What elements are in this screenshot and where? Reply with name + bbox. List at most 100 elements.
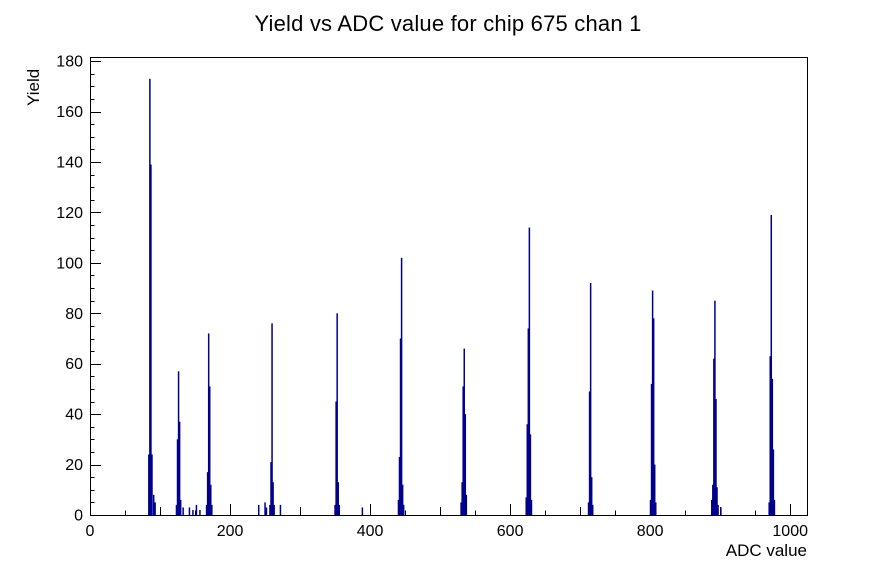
histogram-bar	[207, 333, 210, 515]
histogram-bar	[460, 502, 462, 515]
histogram-bar	[206, 472, 209, 515]
histogram-bar	[269, 504, 271, 515]
histogram-bar	[272, 482, 274, 515]
histogram-bar	[176, 439, 179, 515]
histogram-bar	[205, 504, 208, 515]
histogram-bar	[337, 482, 339, 515]
histogram-bar	[655, 502, 657, 515]
histogram-bar	[151, 454, 153, 515]
histogram-bar	[717, 504, 719, 515]
histogram-bar	[529, 434, 532, 515]
histogram-noise-bar	[279, 504, 282, 515]
histogram-bar	[530, 499, 533, 515]
histogram-bar	[649, 499, 652, 515]
histogram-bar	[177, 371, 180, 515]
histogram-bar	[526, 424, 529, 515]
histogram-bar	[525, 497, 527, 515]
histogram-bar	[398, 457, 401, 515]
histogram-noise-bar	[188, 507, 191, 515]
histogram-noise-bar	[199, 509, 201, 515]
histogram-bar	[771, 378, 774, 515]
histogram-noise-bar	[182, 507, 184, 515]
histogram-noise-bar	[720, 507, 722, 515]
histogram-bar	[650, 383, 653, 515]
plot-frame	[90, 57, 808, 516]
histogram-bar	[334, 504, 336, 515]
y-tick-label: 140	[56, 155, 83, 172]
y-tick-label: 160	[56, 104, 83, 121]
histogram-bar	[590, 477, 593, 515]
histogram-bar	[462, 386, 464, 515]
x-tick-label: 1000	[772, 523, 808, 540]
x-tick-label: 200	[217, 523, 244, 540]
histogram-bar	[335, 401, 337, 515]
chart-title: Yield vs ADC value for chip 675 chan 1	[254, 11, 642, 36]
histogram-bar	[210, 484, 212, 515]
histogram-bar	[336, 313, 338, 515]
histogram-bar	[715, 399, 717, 515]
histogram-noise-bar	[361, 507, 364, 515]
y-tick-label: 80	[65, 306, 83, 323]
histogram-bar	[211, 504, 213, 515]
histogram-bar	[712, 484, 714, 515]
histogram-bar	[716, 487, 718, 515]
histogram-bar	[465, 494, 468, 515]
histogram-bar	[461, 482, 463, 515]
histogram-bar	[148, 454, 150, 515]
histogram-bar	[400, 257, 403, 515]
histogram-noise-bar	[258, 504, 260, 515]
histogram-bar	[401, 484, 404, 515]
histogram-bar	[587, 502, 590, 515]
histogram-bar	[150, 164, 152, 515]
y-tick-label: 40	[65, 407, 83, 424]
y-tick-label: 0	[74, 508, 83, 525]
y-tick-label: 100	[56, 255, 83, 272]
histogram-bar	[770, 214, 773, 515]
histogram-bar	[271, 323, 273, 515]
histogram-bar	[769, 356, 771, 515]
histogram-bar	[464, 414, 467, 515]
histogram-bar	[773, 499, 776, 515]
x-tick-label: 600	[497, 523, 524, 540]
histogram-bar	[178, 421, 181, 515]
histogram-bar	[652, 318, 655, 515]
histogram-bar	[463, 348, 465, 515]
y-tick-label: 60	[65, 356, 83, 373]
histogram-noise-bar	[264, 502, 266, 515]
y-tick-label: 20	[65, 457, 83, 474]
histogram-bar	[527, 328, 530, 515]
histogram-bar	[270, 462, 272, 515]
histogram-bar	[714, 300, 716, 515]
histogram-bar	[149, 78, 151, 515]
histogram-bar	[772, 449, 775, 515]
histogram-bar	[175, 504, 178, 515]
histogram-bar	[402, 504, 405, 515]
x-tick-label: 800	[637, 523, 664, 540]
histogram-noise-bar	[265, 507, 268, 515]
y-tick-label: 120	[56, 205, 83, 222]
histogram-noise-bar	[195, 504, 198, 515]
histogram-bar	[273, 504, 275, 515]
histogram-bar	[711, 499, 713, 515]
histogram-bar	[591, 504, 594, 515]
histogram-bar	[152, 494, 155, 515]
histogram-bar	[528, 227, 531, 515]
histogram-bar	[338, 504, 341, 515]
x-axis-title: ADC value	[725, 541, 807, 560]
histogram-bar	[651, 290, 654, 515]
x-tick-label: 0	[86, 523, 95, 540]
histogram-bar	[589, 283, 592, 515]
y-tick-label: 180	[56, 54, 83, 71]
histogram-bar	[713, 358, 715, 515]
histogram-bar	[154, 502, 156, 515]
histogram-bar	[399, 338, 402, 515]
histogram-noise-bar	[192, 509, 194, 515]
histogram-bar	[653, 464, 656, 515]
histogram-bar	[588, 391, 591, 515]
x-tick-label: 400	[357, 523, 384, 540]
histogram-bar	[768, 502, 770, 515]
histogram-bar	[179, 499, 182, 515]
histogram-bar	[397, 499, 400, 515]
